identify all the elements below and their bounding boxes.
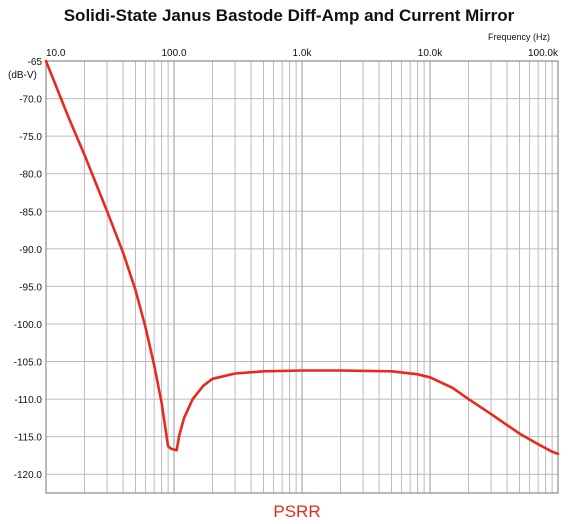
y-axis-label: (dB-V) xyxy=(8,70,37,81)
x-tick-label: 100.0 xyxy=(161,48,186,59)
y-tick-label: -80.0 xyxy=(19,170,42,181)
x-tick-label: 100.0k xyxy=(528,48,559,59)
y-tick-label: -90.0 xyxy=(19,245,42,256)
y-tick-label: -120.0 xyxy=(14,470,43,481)
x-tick-label: 10.0k xyxy=(418,48,443,59)
plot-frame xyxy=(45,60,559,494)
y-tick-label: -100.0 xyxy=(14,320,43,331)
y-tick-label: -105.0 xyxy=(14,358,43,369)
legend-psrr: PSRR xyxy=(273,502,320,521)
series-group xyxy=(44,59,560,456)
x-tick-label: 10.0 xyxy=(46,48,66,59)
x-tick-labels: 10.0 100.0 1.0k 10.0k 100.0k xyxy=(46,48,559,59)
y-tick-label: -95.0 xyxy=(19,282,42,293)
y-tick-label: -75.0 xyxy=(19,132,42,143)
y-tick-label: -110.0 xyxy=(14,395,42,406)
x-tick-label: 1.0k xyxy=(293,48,313,59)
y-tick-label: -65 xyxy=(28,57,43,68)
x-axis-label: Frequency (Hz) xyxy=(488,32,550,42)
y-tick-label: -115.0 xyxy=(14,433,42,444)
y-tick-labels: -65 -70.0 -75.0 -80.0 -85.0 -90.0 -95.0 -100.0 -… xyxy=(14,57,43,481)
y-tick-label: -85.0 xyxy=(19,207,42,218)
series-line-psrr xyxy=(44,59,560,456)
chart-title: Solidi-State Janus Bastode Diff-Amp and … xyxy=(64,6,515,25)
grid xyxy=(45,60,559,493)
y-tick-label: -70.0 xyxy=(19,95,42,106)
